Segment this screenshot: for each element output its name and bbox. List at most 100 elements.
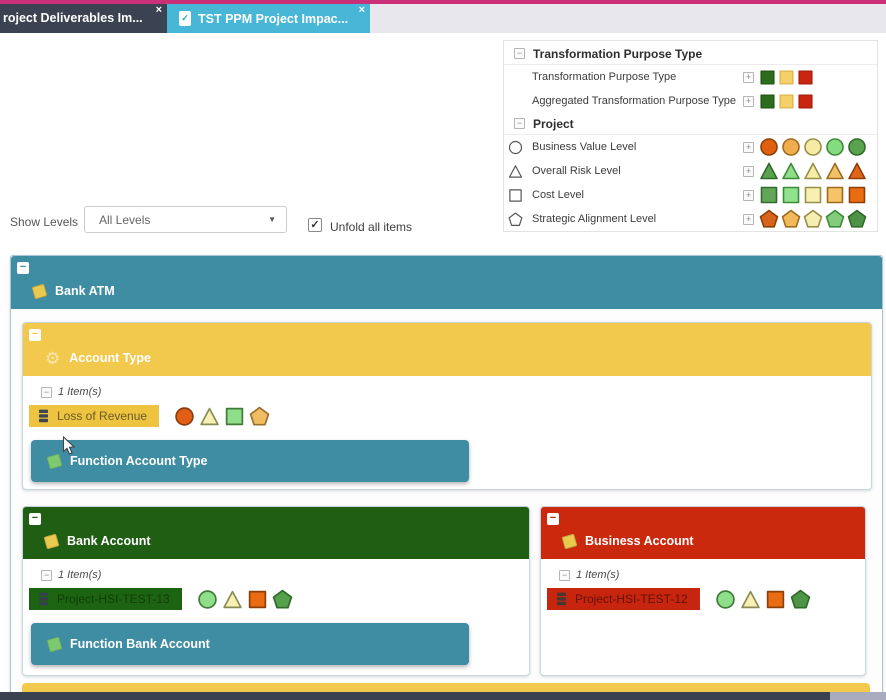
unfold-all-items-checkbox[interactable]: ✓ <box>308 218 322 232</box>
items-count-label: 1 Item(s) <box>58 386 102 398</box>
circle-shape <box>508 140 523 154</box>
triangle-shape <box>826 162 844 180</box>
expand-icon[interactable]: + <box>743 95 754 107</box>
square-shape <box>826 186 844 204</box>
legend-section-title: Transformation Purpose Type <box>533 46 703 61</box>
legend-swatches <box>759 161 871 181</box>
items-count-row: − 1 Item(s) <box>559 569 619 581</box>
legend-row: Cost Level + <box>504 183 877 207</box>
collapse-items-icon[interactable]: − <box>41 386 52 398</box>
square-shape <box>798 93 813 109</box>
bank-account-header[interactable]: − Bank Account <box>23 507 529 559</box>
legend-swatches <box>759 209 871 229</box>
square-shape <box>225 407 244 425</box>
tab-label: TST PPM Project Impac... <box>198 11 349 26</box>
triangle-shape <box>760 162 778 180</box>
legend-swatches <box>759 69 871 86</box>
account-type-box: − ⚙ Account Type − 1 Item(s) Loss of Rev… <box>22 322 872 490</box>
expand-icon[interactable]: + <box>743 141 754 153</box>
note-diamond-icon <box>561 532 578 550</box>
close-icon[interactable]: × <box>358 4 365 16</box>
item-chip-label: Project-HSI-TEST-12 <box>575 592 688 606</box>
collapse-icon[interactable]: − <box>514 118 525 129</box>
stack-icon <box>556 592 567 606</box>
legend-row: Strategic Alignment Level + <box>504 207 877 231</box>
chevron-down-icon: ▼ <box>268 215 276 224</box>
show-levels-dropdown[interactable]: All Levels ▼ <box>84 206 287 233</box>
bank-atm-header[interactable]: − Bank ATM <box>11 256 882 309</box>
collapse-icon[interactable]: − <box>29 329 41 341</box>
collapse-icon[interactable]: − <box>547 513 559 525</box>
show-levels-label: Show Levels <box>10 215 79 229</box>
note-diamond-icon <box>31 282 48 300</box>
bottom-bar-highlight <box>830 692 886 700</box>
triangle-outline-icon <box>508 164 532 179</box>
legend-row: Transformation Purpose Type + <box>504 65 877 89</box>
square-shape <box>760 69 775 85</box>
account-type-header[interactable]: − ⚙ Account Type <box>23 323 871 376</box>
function-account-type-bar[interactable]: Function Account Type <box>31 440 469 482</box>
circle-shape <box>826 138 844 156</box>
collapse-items-icon[interactable]: − <box>559 569 570 581</box>
dropdown-value: All Levels <box>99 212 151 227</box>
legend-panel: − Transformation Purpose Type Transformati… <box>503 40 878 232</box>
legend-swatches <box>759 93 871 110</box>
items-count-label: 1 Item(s) <box>576 569 620 581</box>
square-shape <box>509 188 522 202</box>
item-chip-project-hsi-test-13[interactable]: Project-HSI-TEST-13 <box>29 588 182 610</box>
function-account-type-label: Function Account Type <box>70 454 208 468</box>
circle-shape <box>715 589 735 609</box>
note-diamond-icon <box>43 532 60 550</box>
circle-shape <box>782 138 800 156</box>
square-shape <box>760 186 778 204</box>
square-shape <box>804 186 822 204</box>
legend-swatches <box>759 137 871 157</box>
item-indicator-shapes <box>197 589 293 610</box>
square-shape <box>848 186 866 204</box>
square-shape <box>248 590 266 608</box>
function-diamond-icon <box>46 635 63 653</box>
triangle-shape <box>508 164 523 178</box>
items-count-label: 1 Item(s) <box>58 569 102 581</box>
close-icon[interactable]: × <box>155 4 162 16</box>
item-chip-project-hsi-test-12[interactable]: Project-HSI-TEST-12 <box>547 588 700 610</box>
triangle-shape <box>848 162 866 180</box>
document-check-icon: ✓ <box>179 11 191 26</box>
item-chip-label: Loss of Revenue <box>57 409 148 423</box>
business-account-header[interactable]: − Business Account <box>541 507 865 559</box>
triangle-shape <box>804 162 822 180</box>
triangle-shape <box>782 162 800 180</box>
square-outline-icon <box>508 188 532 203</box>
pentagon-shape <box>508 212 523 226</box>
function-bank-account-label: Function Bank Account <box>70 637 210 651</box>
legend-row-label: Overall Risk Level <box>532 165 621 177</box>
square-shape <box>760 93 775 109</box>
expand-icon[interactable]: + <box>743 165 754 177</box>
tab-bar: roject Deliverables Im... × ✓ TST PPM Pr… <box>0 4 886 33</box>
square-shape <box>779 69 794 85</box>
collapse-icon[interactable]: − <box>29 513 41 525</box>
top-accent-strip <box>0 0 886 4</box>
tab-project-deliverables[interactable]: roject Deliverables Im... × <box>0 4 167 33</box>
square-shape <box>779 93 794 109</box>
triangle-shape <box>200 407 219 425</box>
expand-icon[interactable]: + <box>743 189 754 201</box>
legend-row-label: Transformation Purpose Type <box>532 71 677 83</box>
items-count-row: − 1 Item(s) <box>41 569 101 581</box>
collapse-icon[interactable]: − <box>17 262 29 274</box>
expand-icon[interactable]: + <box>743 71 754 83</box>
tab-tst-ppm-project-impact[interactable]: ✓ TST PPM Project Impac... × <box>167 4 370 33</box>
bottom-bar <box>0 692 886 700</box>
stack-icon <box>38 409 49 423</box>
legend-row-label: Aggregated Transformation Purpose Type <box>532 95 737 107</box>
collapse-icon[interactable]: − <box>514 48 525 59</box>
expand-icon[interactable]: + <box>743 213 754 225</box>
collapse-items-icon[interactable]: − <box>41 569 52 581</box>
function-bank-account-bar[interactable]: Function Bank Account <box>31 623 469 665</box>
pentagon-shape <box>790 589 810 609</box>
stack-icon <box>38 592 49 606</box>
triangle-shape <box>740 590 760 608</box>
legend-row: Overall Risk Level + <box>504 159 877 183</box>
item-chip-loss-of-revenue[interactable]: Loss of Revenue <box>29 405 160 427</box>
